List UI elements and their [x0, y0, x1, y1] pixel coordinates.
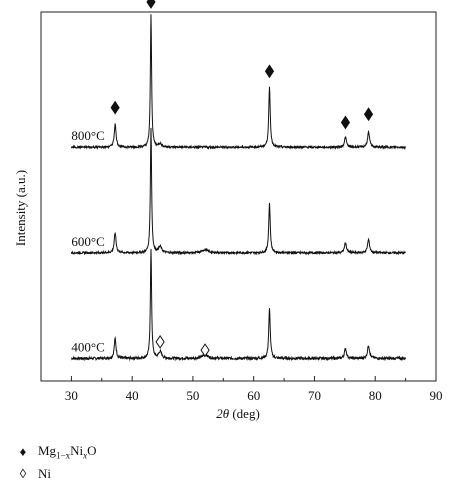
- xrd-chart: 30 40 50 60 70 80 90 400°C 600°C 800°C Intensity…: [13, 0, 443, 421]
- x-tick-label: 40: [126, 388, 139, 403]
- legend-label-ni: Ni: [38, 466, 51, 481]
- series-line-2: [70, 14, 407, 150]
- y-axis-label: Intensity (a.u.): [13, 170, 28, 246]
- legend-label-mgnio: Mg1−xNixO: [38, 443, 97, 461]
- legend-ni: Ni: [70, 443, 84, 459]
- series-label-2: 800°C: [71, 128, 104, 143]
- legend: ♦ Mg1−xNixO ◊ Ni: [14, 441, 97, 485]
- series-labels: 400°C 600°C 800°C: [71, 128, 104, 354]
- filled-diamond-marker-1: [146, 0, 156, 9]
- legend-mg-sub: 1−x: [56, 450, 71, 461]
- x-tick-label: 30: [65, 388, 78, 403]
- phase-markers: [110, 0, 374, 358]
- x-tick-label: 70: [308, 388, 321, 403]
- filled-diamond-icon: ♦: [19, 444, 27, 459]
- plot-frame: [40, 11, 437, 382]
- x-tick-label: 60: [247, 388, 260, 403]
- series-line-0: [71, 248, 407, 362]
- legend-o: O: [87, 443, 97, 459]
- series-label-0: 400°C: [71, 339, 104, 354]
- legend-ni-sub: x: [83, 450, 88, 461]
- hollow-diamond-marker-6: [200, 343, 210, 358]
- series-label-1: 600°C: [71, 234, 104, 249]
- series-line-1: [70, 127, 406, 256]
- x-tick-label: 80: [369, 388, 382, 403]
- filled-diamond-marker-2: [264, 64, 275, 79]
- x-axis-label: 2θ (deg): [216, 406, 260, 421]
- legend-entry-ni: ◊ Ni: [14, 463, 97, 485]
- series-lines: [70, 14, 407, 362]
- hollow-diamond-marker-5: [155, 334, 165, 349]
- legend-mg: Mg: [38, 443, 57, 459]
- x-tick-label: 90: [430, 388, 443, 403]
- filled-diamond-marker-3: [340, 115, 351, 130]
- x-axis-label-unit: (deg): [232, 406, 259, 421]
- axes: 30 40 50 60 70 80 90: [40, 11, 443, 403]
- x-axis-label-symbol: 2θ: [216, 406, 230, 421]
- x-tick-label: 50: [186, 388, 199, 403]
- hollow-diamond-icon: ◊: [19, 466, 27, 481]
- filled-diamond-marker-0: [110, 100, 120, 115]
- filled-diamond-marker-4: [363, 107, 374, 122]
- legend-entry-mgnio: ♦ Mg1−xNixO: [14, 441, 97, 463]
